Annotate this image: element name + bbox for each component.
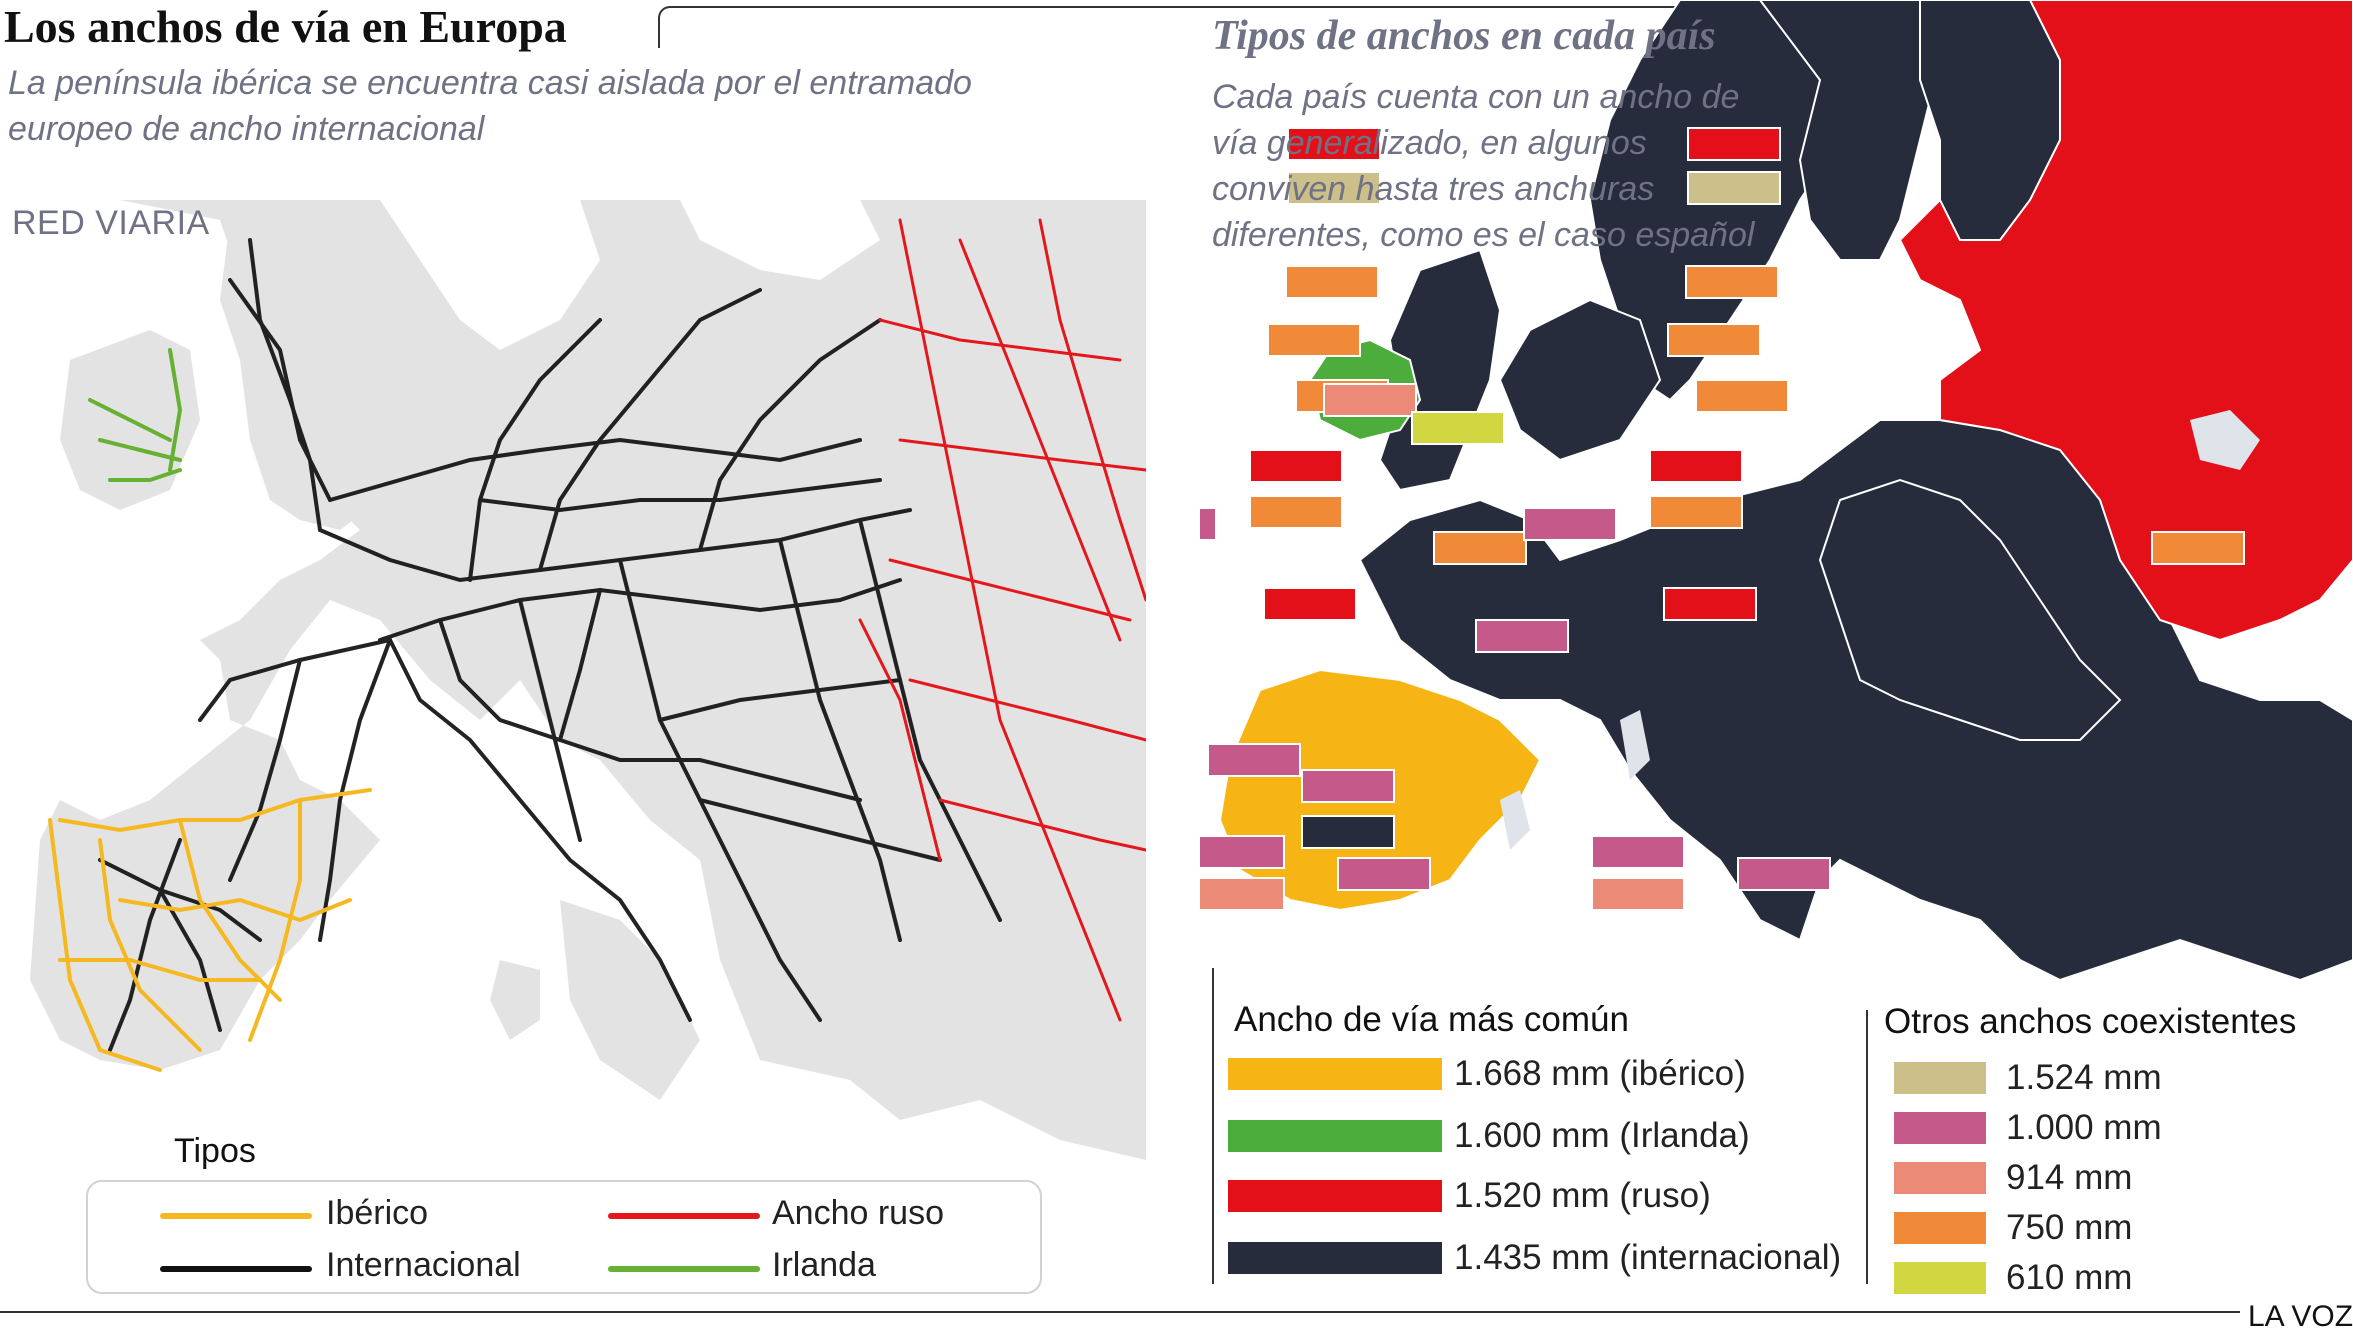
iberian-lines	[48, 788, 372, 1072]
international-lines	[98, 238, 1002, 1052]
title-frame-line	[658, 6, 1780, 48]
rail-network-label: RED VIARIA	[12, 204, 210, 242]
swatch-1000	[1894, 1112, 1986, 1144]
legend-swatch-internacional	[160, 1266, 312, 1272]
legend-swatch-ancho-ruso	[608, 1213, 760, 1219]
gauge-by-country-map	[1200, 0, 2353, 982]
footer-rule	[0, 1311, 2240, 1313]
swatch-ruso	[1228, 1180, 1442, 1212]
other-gauges-legend-title: Otros anchos coexistentes	[1884, 1002, 2297, 1041]
legend-label-iberico: Ibérico	[326, 1194, 429, 1232]
swatch-irlanda	[1228, 1120, 1442, 1152]
swatch-internacional	[1228, 1242, 1442, 1274]
label-iberico: 1.668 mm (ibérico)	[1454, 1054, 1746, 1093]
label-internacional: 1.435 mm (internacional)	[1454, 1238, 1842, 1277]
irish-lines	[88, 348, 183, 482]
label-ruso: 1.520 mm (ruso)	[1454, 1176, 1711, 1215]
label-914: 914 mm	[2006, 1158, 2133, 1197]
legend-divider-right	[1866, 1010, 1868, 1284]
legend-swatch-irlanda	[608, 1266, 760, 1272]
international-countries	[1358, 0, 2353, 982]
legend-title: Tipos	[174, 1132, 256, 1170]
water-bodies	[1500, 410, 2260, 850]
legend-divider-left	[1212, 968, 1214, 1284]
russian-gauge-lines	[858, 218, 1146, 1022]
land-mass	[30, 200, 1146, 1160]
rail-network-map	[30, 200, 1146, 1160]
legend-label-irlanda: Irlanda	[772, 1246, 876, 1284]
page-title: Los anchos de vía en Europa	[4, 1, 567, 52]
legend-label-ancho-ruso: Ancho ruso	[772, 1194, 944, 1232]
legend-label-internacional: Internacional	[326, 1246, 521, 1284]
swatch-iberico	[1228, 1058, 1442, 1090]
label-610: 610 mm	[2006, 1258, 2133, 1297]
swatch-914	[1894, 1162, 1986, 1194]
country-markers	[1200, 127, 1527, 911]
common-gauge-legend-title: Ancho de vía más común	[1234, 1000, 1629, 1039]
label-irlanda: 1.600 mm (Irlanda)	[1454, 1116, 1750, 1155]
page-subtitle: La península ibérica se encuentra casi a…	[8, 64, 972, 148]
map-section-description: Cada país cuenta con un ancho de vía gen…	[1212, 78, 1755, 254]
legend-swatch-iberico	[160, 1213, 312, 1219]
swatch-1524	[1894, 1062, 1986, 1094]
publisher-credit: LA VOZ	[2248, 1300, 2353, 1333]
swatch-610	[1894, 1262, 1986, 1294]
legend-box	[86, 1180, 1042, 1294]
label-1524: 1.524 mm	[2006, 1058, 2162, 1097]
water	[380, 200, 880, 350]
label-750: 750 mm	[2006, 1208, 2133, 1247]
finland	[1919, 0, 2061, 241]
swatch-750	[1894, 1212, 1986, 1244]
map-section-title: Tipos de anchos en cada país	[1212, 13, 1716, 59]
label-1000: 1.000 mm	[2006, 1108, 2162, 1147]
